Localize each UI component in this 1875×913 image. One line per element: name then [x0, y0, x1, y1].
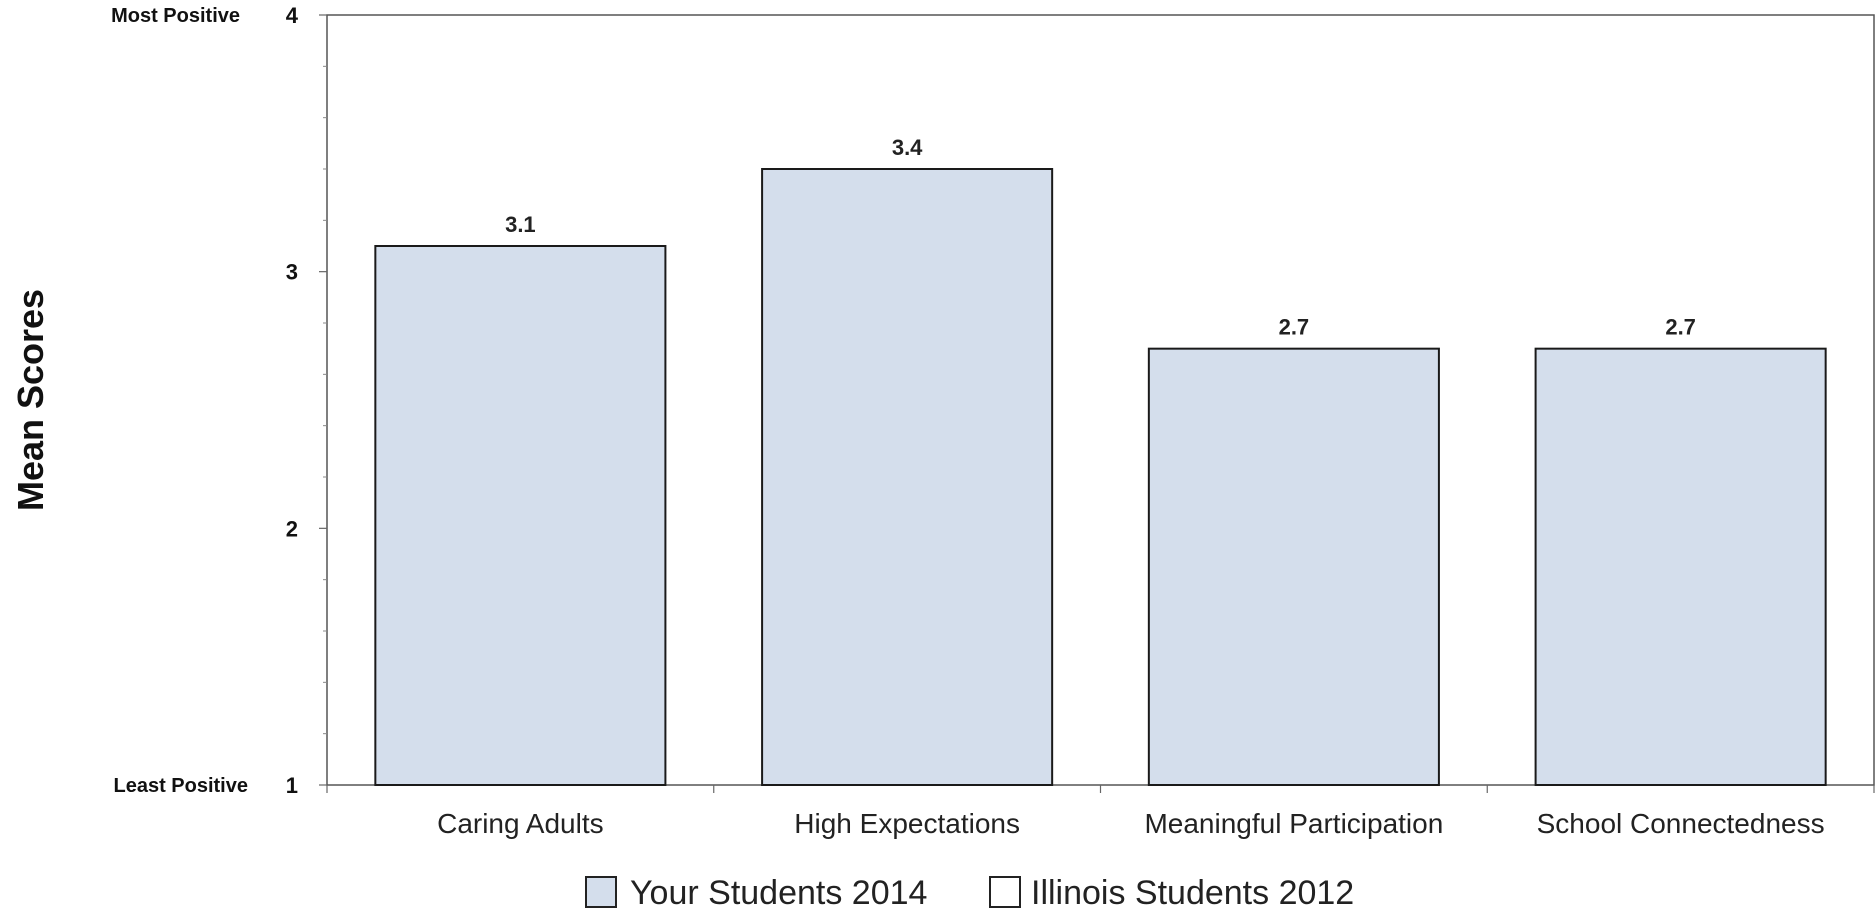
legend-label-2: Illinois Students 2012	[1031, 874, 1354, 912]
legend-swatch-1	[586, 877, 616, 907]
x-category-label: Meaningful Participation	[1144, 808, 1443, 839]
bar-data-label: 3.4	[892, 135, 923, 160]
bar-school-connectedness	[1536, 349, 1826, 785]
y-tick-group: 1 2 3 4	[286, 3, 327, 798]
y-tick-label: 1	[286, 773, 298, 798]
x-category-label: High Expectations	[794, 808, 1020, 839]
bar-data-label: 3.1	[505, 212, 536, 237]
legend-swatch-2	[990, 877, 1020, 907]
y-axis-label: Mean Scores	[10, 289, 51, 511]
y-top-extreme-label: Most Positive	[111, 5, 240, 27]
x-category-label: Caring Adults	[437, 808, 604, 839]
y-tick-label: 3	[286, 260, 298, 285]
bar-high-expectations	[762, 169, 1052, 785]
x-axis-group: Caring Adults High Expectations Meaningful…	[327, 785, 1874, 839]
bar-data-label: 2.7	[1665, 315, 1696, 340]
bar-meaningful-participation	[1149, 349, 1439, 785]
y-tick-label: 2	[286, 516, 298, 541]
bar-data-label: 2.7	[1279, 315, 1310, 340]
bar-caring-adults	[375, 246, 665, 785]
y-tick-label: 4	[286, 3, 299, 28]
legend-label-1: Your Students 2014	[630, 874, 927, 912]
x-category-label: School Connectedness	[1537, 808, 1825, 839]
bar-group: 3.1 3.4 2.7 2.7	[375, 135, 1825, 785]
y-bottom-extreme-label: Least Positive	[113, 775, 248, 797]
legend: Your Students 2014 Illinois Students 2012	[586, 874, 1354, 912]
